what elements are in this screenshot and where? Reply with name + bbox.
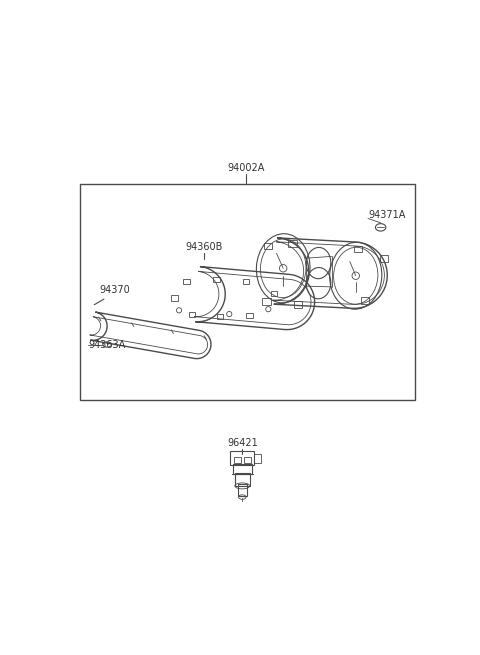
Bar [264,242,273,250]
Bar [189,312,195,318]
Text: 94371A: 94371A [369,210,406,221]
Bar [233,464,252,474]
Bar [235,473,250,486]
Bar [238,485,247,496]
Bar [246,313,253,318]
Text: 94370: 94370 [100,286,131,295]
Bar [263,299,271,305]
Text: 94002A: 94002A [228,163,264,173]
Bar [353,246,362,252]
Text: 94360B: 94360B [186,242,223,252]
Bar [254,453,261,463]
Bar [216,314,223,319]
Bar [230,451,254,464]
Bar [81,184,415,400]
Text: 94363A: 94363A [89,339,126,350]
Bar [271,291,277,296]
Bar [243,278,249,284]
Bar [183,279,190,284]
Bar [380,255,388,261]
Bar [171,295,178,301]
Bar [213,277,219,282]
Bar [244,457,251,463]
Bar [294,301,302,308]
Bar [234,457,241,463]
Bar [361,297,369,304]
Text: 96421: 96421 [227,438,258,448]
Bar [288,240,297,247]
